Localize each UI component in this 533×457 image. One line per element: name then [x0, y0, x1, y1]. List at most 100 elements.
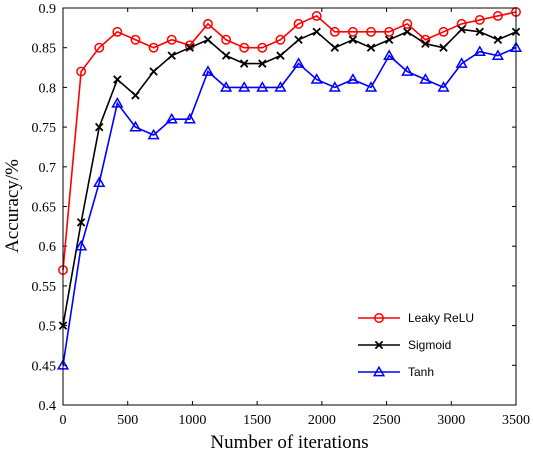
data-point — [474, 14, 485, 25]
y-axis-title: Accuracy/% — [2, 159, 23, 253]
data-point — [346, 73, 360, 84]
data-point — [95, 122, 104, 132]
y-tick-label: 0.45 — [32, 359, 57, 374]
data-point — [185, 43, 195, 52]
data-point — [475, 27, 484, 37]
data-point — [76, 66, 87, 77]
data-point — [491, 49, 504, 60]
legend: Leaky ReLU Sigmoid Tanh — [350, 302, 478, 388]
legend-marker — [374, 340, 384, 350]
data-point — [310, 73, 323, 84]
data-point — [457, 25, 466, 34]
data-point — [473, 45, 486, 57]
data-point — [183, 112, 196, 124]
data-point — [455, 57, 468, 68]
data-point — [165, 112, 178, 124]
series-sigmoid — [58, 25, 521, 330]
data-point — [438, 26, 449, 37]
data-point — [366, 26, 376, 37]
data-point — [111, 96, 124, 108]
data-point — [76, 218, 86, 227]
x-tick-label: 1000 — [178, 413, 206, 428]
y-tick-label: 0.6 — [39, 240, 57, 255]
series-line — [62, 11, 517, 271]
data-point — [221, 34, 232, 45]
y-tick-label: 0.9 — [39, 2, 57, 17]
data-point — [203, 35, 213, 44]
data-point — [294, 35, 303, 44]
y-tick-label: 0.65 — [32, 201, 57, 216]
data-point — [147, 128, 160, 140]
y-tick-label: 0.4 — [39, 399, 57, 414]
data-point — [403, 27, 412, 37]
data-point — [75, 239, 88, 251]
y-tick-label: 0.8 — [39, 81, 57, 96]
data-point — [439, 43, 448, 52]
data-point — [437, 81, 450, 92]
data-point — [239, 59, 249, 68]
data-point — [112, 26, 123, 37]
data-point — [167, 51, 176, 60]
legend-item: Tanh — [358, 365, 434, 379]
y-tick-label: 0.75 — [32, 121, 57, 136]
series-tanh — [56, 41, 523, 370]
legend-label: Leaky ReLU — [408, 311, 474, 325]
data-point — [328, 81, 341, 92]
data-point — [258, 59, 267, 68]
x-tick-label: 1500 — [243, 413, 271, 428]
data-point — [419, 73, 432, 84]
y-tick-label: 0.5 — [39, 320, 57, 335]
data-point — [366, 43, 376, 52]
data-point — [364, 81, 378, 92]
plot-area-frame — [62, 7, 517, 406]
data-point — [401, 65, 414, 76]
data-point — [276, 51, 285, 60]
data-point — [239, 42, 250, 53]
legend-marker — [374, 313, 384, 323]
data-point — [330, 43, 340, 52]
x-tick-label: 0 — [60, 413, 67, 428]
data-point — [292, 57, 305, 68]
data-point — [129, 120, 142, 132]
data-point — [347, 26, 358, 37]
data-point — [312, 27, 321, 37]
data-point — [384, 26, 395, 37]
data-point — [219, 81, 233, 92]
x-tick-label: 3000 — [437, 413, 465, 428]
legend-label: Sigmoid — [408, 338, 451, 352]
axis-ticks: 0 500 1000 1500 2000 2500 3000 3500 0.4 0.45 0.5 0.… — [32, 2, 531, 428]
series-layer — [56, 7, 523, 370]
data-point — [493, 35, 503, 44]
data-point — [293, 18, 304, 29]
data-point — [166, 34, 177, 45]
data-point — [383, 49, 396, 60]
data-point — [93, 176, 106, 188]
x-tick-label: 500 — [117, 413, 138, 428]
data-point — [275, 34, 286, 45]
data-point — [384, 35, 394, 44]
x-axis-title: Number of iterations — [210, 432, 368, 453]
x-tick-label: 2000 — [308, 413, 336, 428]
data-point — [492, 10, 503, 21]
data-point — [221, 51, 231, 60]
y-tick-label: 0.85 — [32, 42, 57, 57]
data-point — [113, 75, 122, 84]
x-tick-label: 2500 — [373, 413, 401, 428]
data-point — [256, 81, 269, 92]
y-tick-label: 0.7 — [39, 161, 57, 176]
data-point — [203, 18, 213, 29]
data-point — [257, 42, 268, 53]
data-point — [131, 91, 140, 100]
legend-marker — [372, 365, 386, 377]
legend-label: Tanh — [408, 365, 434, 379]
data-point — [456, 18, 467, 29]
data-point — [201, 65, 215, 76]
data-point — [311, 10, 322, 21]
data-point — [348, 35, 358, 44]
data-point — [238, 81, 251, 92]
data-point — [130, 34, 141, 45]
x-tick-label: 3500 — [502, 413, 530, 428]
data-point — [274, 81, 287, 92]
legend-item: Leaky ReLU — [358, 311, 474, 325]
